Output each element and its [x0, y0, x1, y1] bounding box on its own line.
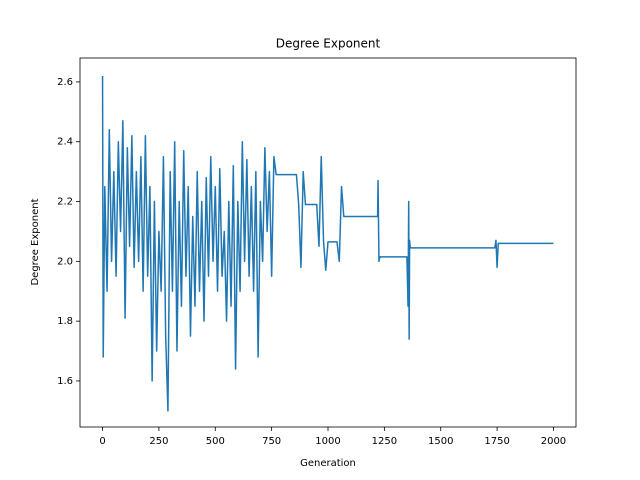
y-tick-label: 2.2 — [57, 197, 73, 208]
chart-title: Degree Exponent — [276, 37, 381, 51]
data-line — [101, 75, 554, 412]
y-tick-label: 2.4 — [57, 137, 73, 148]
y-tick-label: 2.6 — [57, 77, 73, 88]
y-tick-label: 1.8 — [57, 316, 73, 327]
x-tick-label: 250 — [149, 436, 168, 447]
x-tick-label: 2000 — [541, 436, 566, 447]
x-tick-label: 1500 — [428, 436, 453, 447]
x-tick-label: 500 — [206, 436, 225, 447]
x-tick-label: 1250 — [372, 436, 397, 447]
y-tick-label: 1.6 — [57, 376, 73, 387]
x-axis-label: Generation — [300, 458, 356, 469]
plot-frame — [79, 57, 577, 428]
x-tick-label: 0 — [99, 436, 105, 447]
y-axis-label: Degree Exponent — [30, 198, 41, 285]
y-tick-label: 2.0 — [57, 256, 73, 267]
x-tick-label: 1000 — [315, 436, 340, 447]
x-tick-label: 1750 — [484, 436, 509, 447]
x-tick-label: 750 — [262, 436, 281, 447]
